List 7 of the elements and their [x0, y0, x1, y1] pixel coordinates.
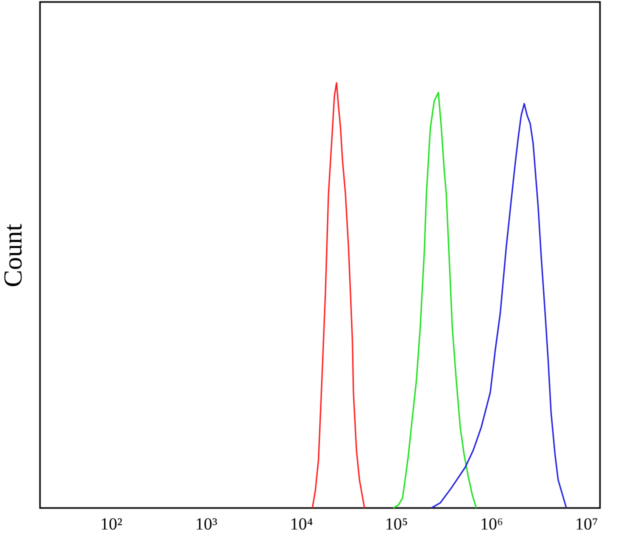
x-tick-label: 10³ — [195, 514, 218, 534]
x-tick-label: 10⁶ — [480, 514, 504, 534]
y-axis-title: Count — [0, 222, 28, 288]
x-tick-label: 10⁵ — [385, 514, 408, 534]
x-tick-label: 10⁴ — [290, 514, 313, 534]
x-tick-label: 10² — [100, 514, 122, 534]
x-tick-label: 10⁷ — [575, 514, 598, 534]
